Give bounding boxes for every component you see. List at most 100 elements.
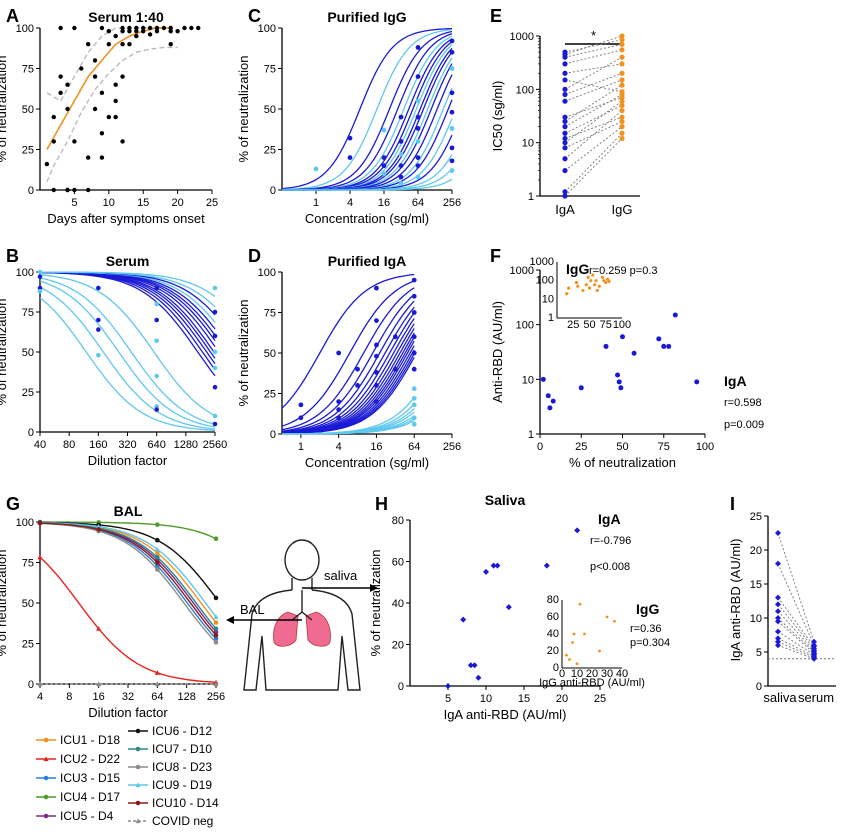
data-point (37, 269, 43, 275)
panel-letter-B: B (6, 246, 19, 266)
data-point (415, 174, 421, 180)
x-tick-label: 256 (207, 691, 225, 703)
inset-y-tick-label: 1 (548, 312, 554, 324)
iga-point (547, 405, 553, 411)
legend-marker (43, 775, 49, 781)
data-point (168, 29, 173, 34)
x-tick-label: 320 (118, 439, 136, 451)
data-point (58, 25, 63, 31)
data-point (96, 681, 102, 687)
igg-point (600, 275, 605, 279)
data-point (415, 139, 421, 144)
y-tick-label: 100 (258, 267, 276, 279)
fit-curve (39, 522, 217, 633)
igg-point (619, 130, 625, 136)
data-point (58, 90, 63, 96)
x-axis-label: Dilution factor (88, 705, 168, 720)
y-axis-label: % of neutralization (0, 550, 9, 657)
inset-x-tick-label: 50 (583, 319, 595, 331)
pair-line (777, 563, 815, 646)
y-tick-label: 0 (28, 185, 34, 197)
pair-line (564, 79, 623, 93)
y-tick-label: 10 (750, 613, 762, 625)
data-point (381, 171, 387, 177)
data-point (99, 25, 105, 31)
iga-point (616, 379, 622, 385)
data-point (415, 98, 421, 104)
x-category-label: IgG (612, 202, 633, 217)
y-tick-label: 0 (398, 681, 404, 693)
x-tick-label: 1 (313, 197, 319, 209)
iga-point (562, 77, 568, 83)
iga-point (540, 376, 546, 382)
y-tick-label: 10 (522, 138, 534, 150)
data-point (51, 187, 56, 193)
pair-line (564, 116, 623, 139)
data-point (65, 82, 70, 87)
iga-point (618, 385, 624, 391)
inset-x-tick-label: 10 (571, 668, 583, 680)
inset-x-tick-label: 25 (567, 319, 579, 331)
iga-point (471, 662, 478, 669)
panel-title: Purified IgA (328, 253, 407, 269)
x-tick-label: 100 (696, 441, 714, 453)
igg-point (598, 649, 601, 653)
x-tick-label: 0 (537, 441, 543, 453)
pair-line (564, 39, 623, 53)
data-point (127, 25, 132, 31)
x-tick-label: 15 (137, 197, 149, 209)
y-tick-label: 50 (22, 347, 34, 359)
data-point (120, 29, 125, 34)
y-axis-label: % of neutralization (0, 299, 9, 406)
data-point (212, 309, 218, 315)
data-point (449, 38, 455, 44)
data-point (154, 301, 159, 307)
panel-title: BAL (114, 503, 143, 519)
x-category-label: serum (798, 690, 834, 705)
x-tick-label: 75 (658, 441, 670, 453)
data-point (449, 49, 455, 55)
data-point (212, 349, 218, 355)
data-point (154, 407, 159, 412)
data-point (92, 74, 98, 79)
data-point (37, 554, 43, 560)
iga-point (562, 98, 568, 104)
igg-point (578, 602, 582, 606)
y-tick-label: 20 (750, 545, 762, 557)
x-tick-label: 5 (71, 197, 77, 209)
igg-point (613, 619, 616, 623)
ci-lower-curve (46, 46, 178, 183)
x-tick-label: 2560 (203, 439, 227, 451)
x-category-label: saliva (763, 690, 797, 705)
igg-point (576, 284, 580, 288)
correlation-r: r=-0.796 (590, 535, 631, 547)
data-point (85, 155, 91, 160)
data-point (449, 109, 455, 115)
data-point (37, 681, 43, 687)
fit-curve (282, 63, 453, 191)
x-tick-label: 160 (89, 439, 107, 451)
legend-marker (135, 800, 141, 806)
inset-x-tick-label: 75 (600, 319, 612, 331)
fit-curve (281, 28, 453, 191)
y-tick-label: 5 (756, 647, 762, 659)
data-point (374, 318, 379, 323)
data-point (411, 277, 417, 283)
data-point (415, 45, 421, 50)
iga-point (562, 86, 568, 92)
igg-point (619, 54, 625, 60)
pair-line (564, 121, 623, 149)
inset-x-tick-label: 100 (613, 319, 631, 331)
x-tick-label: 256 (443, 197, 461, 209)
pair-line (564, 132, 623, 193)
data-point (147, 25, 153, 31)
data-point (411, 421, 417, 427)
saliva-point (775, 635, 781, 642)
igg-point (575, 662, 579, 666)
x-tick-label: 4 (336, 441, 342, 453)
inset-correlation-p: p=0.304 (630, 637, 670, 649)
data-point (37, 520, 43, 526)
data-point (99, 90, 105, 96)
fit-curve (281, 294, 415, 432)
